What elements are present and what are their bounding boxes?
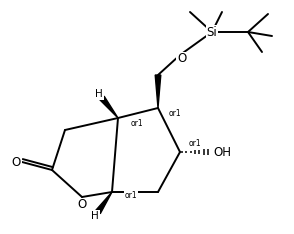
Polygon shape [96,192,112,214]
Text: H: H [95,89,103,99]
Polygon shape [100,96,118,118]
Text: O: O [177,52,187,66]
Text: H: H [91,211,99,221]
Text: or1: or1 [125,190,138,200]
Text: or1: or1 [189,139,202,147]
Text: Si: Si [207,26,217,39]
Text: or1: or1 [131,118,144,128]
Text: O: O [11,156,21,168]
Text: or1: or1 [169,110,182,118]
Text: O: O [77,198,87,212]
Text: OH: OH [213,146,231,158]
Polygon shape [155,75,161,108]
